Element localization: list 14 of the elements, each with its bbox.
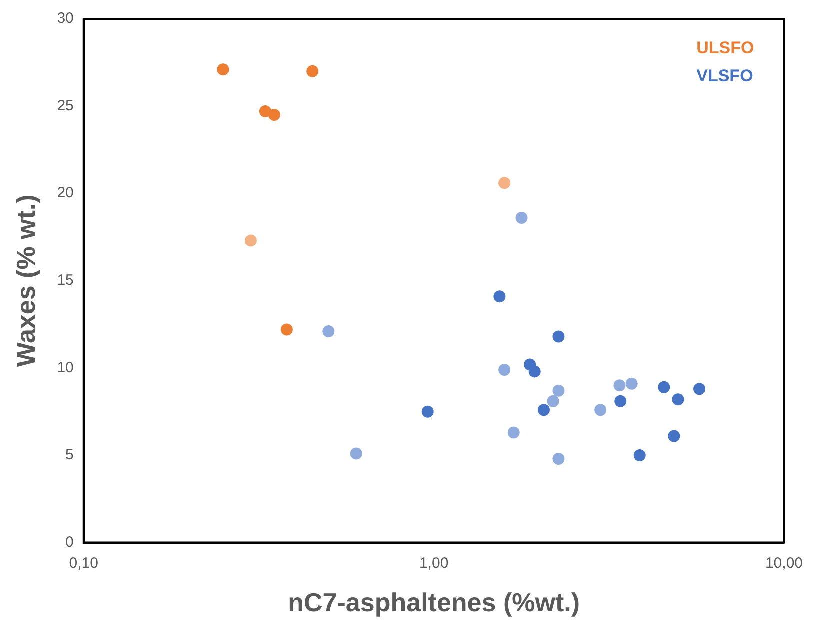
- x-axis-title: nC7-asphaltenes (%wt.): [288, 588, 580, 618]
- y-tick-label: 0: [66, 534, 74, 551]
- x-tick-label: 0,10: [69, 554, 98, 572]
- x-tick-label: 1,00: [419, 554, 449, 572]
- y-tick-label: 5: [66, 446, 74, 464]
- y-tick-label: 25: [57, 97, 74, 114]
- y-tick-label: 30: [57, 10, 74, 28]
- x-tick-label: 10,00: [765, 554, 804, 572]
- text: VLSFO: [696, 66, 754, 86]
- y-tick-label: 10: [57, 359, 74, 376]
- y-tick-label: 15: [57, 272, 74, 290]
- y-axis-title: Waxes (% wt.): [10, 194, 41, 368]
- y-tick-label: 20: [57, 184, 74, 202]
- text: ULSFO: [696, 38, 754, 58]
